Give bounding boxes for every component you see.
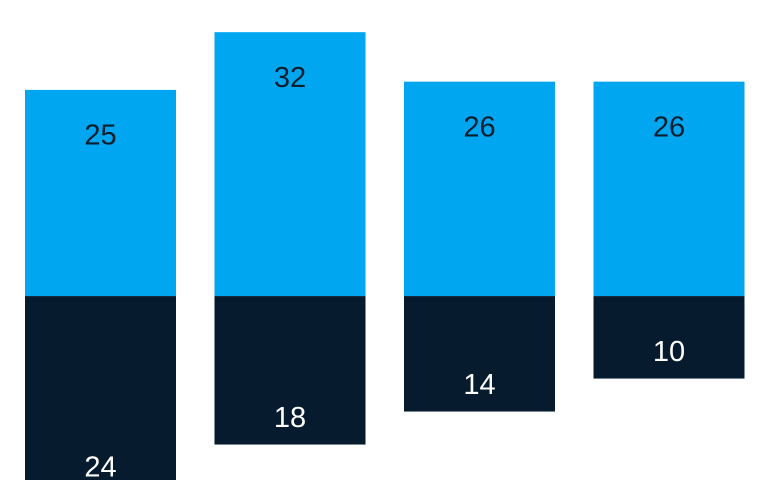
bar-segment [214, 296, 366, 445]
data-label: 14 [463, 369, 495, 401]
bar-segment [25, 296, 176, 480]
data-label: 24 [84, 452, 116, 480]
data-label: 26 [463, 111, 495, 143]
bar-segment [404, 296, 555, 412]
data-label: 25 [84, 120, 116, 152]
data-label: 10 [653, 336, 685, 368]
data-label: 32 [274, 62, 306, 94]
bar-segment [593, 81, 745, 297]
data-label: 26 [653, 111, 685, 143]
bar-segment [25, 89, 176, 297]
bar-segment [593, 296, 745, 379]
bar-segment [404, 81, 555, 297]
bar-segment [214, 32, 366, 297]
data-label: 18 [274, 402, 306, 434]
